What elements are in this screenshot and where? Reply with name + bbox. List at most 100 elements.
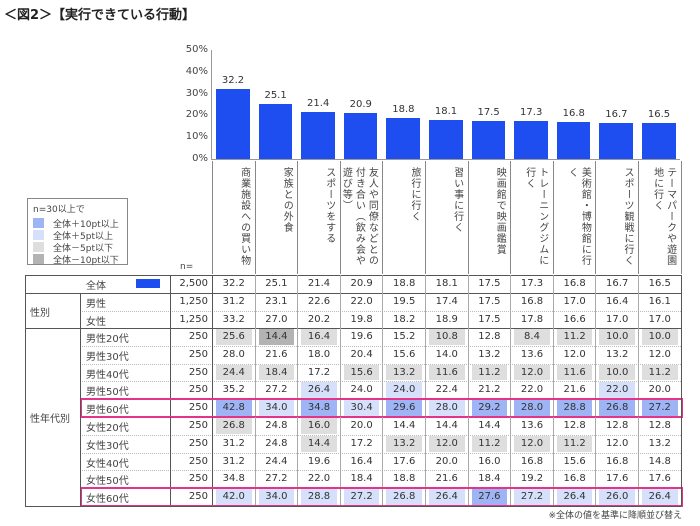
table-cell: 26.4 [552,488,596,506]
table-cell: 12.0 [425,434,468,453]
legend-item: 全体＋10pt以上 [33,217,122,230]
table-cell: 20.4 [339,345,383,364]
category-label: 家族との外食 [254,161,298,274]
table-cell: 25.6 [212,328,255,346]
table-cell: 29.2 [467,399,511,417]
table-cell: 16.0 [297,417,340,435]
table-cell: 16.8 [510,452,553,471]
row-label: 女性40代 [86,458,129,470]
category-label: 友人や同僚などとの付き合い（飲み会や遊び等） [339,161,383,274]
y-tick-label: 40% [185,65,208,77]
row-label: 女性 [86,316,106,328]
bar [514,121,548,159]
table-cell: 27.6 [467,488,511,506]
table-cell: 17.3 [510,275,553,293]
table-cell: 14.4 [382,417,425,435]
table-cell: 10.8 [425,328,468,346]
table-cell: 26.8 [382,488,425,506]
table-cell: 33.2 [212,310,255,328]
table-cell: 24.0 [382,381,425,400]
row-n: 1,250 [170,310,212,328]
y-tick-label: 0% [192,153,208,164]
table-cell: 10.0 [595,363,638,382]
bar-color-swatch [136,279,160,288]
table-row: 男性50代 250 35.2 27.2 26.4 24.0 24.0 22.4 21.2 22.0… [0,381,700,400]
table-cell: 26.4 [638,488,681,506]
table-cell: 31.2 [212,452,255,471]
row-label: 女性20代 [86,423,129,434]
table-cell: 12.8 [638,417,681,435]
bar-value-label: 17.3 [520,107,543,119]
legend-item: 全体＋5pt以上 [33,229,122,242]
table-cell: 18.4 [339,470,383,489]
table-cell: 19.8 [339,310,383,328]
row-label: 女性50代 [86,476,129,488]
table-cell: 15.6 [552,452,596,471]
row-divider [80,381,681,383]
bar [258,104,293,159]
bar-value-label: 25.1 [264,90,287,102]
table-cell: 42.8 [212,399,255,417]
table-cell: 20.2 [297,310,340,328]
table-cell: 21.4 [297,275,340,293]
row-n: 250 [170,399,212,417]
table-cell: 21.6 [425,470,468,489]
row-label: 女性30代 [86,440,129,452]
category-label: 美術館・博物館に行く [552,161,596,274]
bar [556,122,591,159]
table-cell: 11.2 [638,363,681,382]
row-divider [80,363,681,365]
y-tick-label: 20% [185,109,208,121]
table-cell: 17.6 [638,470,681,489]
row-n: 250 [170,381,212,400]
table-cell: 27.2 [339,488,383,506]
table-left-border [25,275,26,506]
bar-value-label: 21.4 [307,98,330,110]
table-cell: 16.4 [595,293,638,311]
row-n: 250 [170,434,212,453]
row-divider [80,470,681,472]
table-cell: 18.4 [254,363,298,382]
row-label: 男性40代 [86,369,129,381]
table-cell: 28.8 [552,399,596,417]
table-cell: 19.6 [339,328,383,346]
table-cell: 16.8 [510,293,553,311]
table-cell: 16.8 [552,470,596,489]
legend-swatch [33,242,44,252]
table-cell: 12.0 [595,434,638,453]
row-divider [80,345,681,347]
highlight-box [80,398,683,418]
table-cell: 17.5 [467,293,511,311]
legend-swatch [33,230,44,240]
table-cell: 22.0 [595,381,638,400]
legend-label: 全体＋10pt以上 [53,219,119,230]
table-cell: 22.0 [510,381,553,400]
row-n: 250 [170,363,212,382]
table-row: 女性20代 250 26.8 24.8 16.0 20.0 14.4 14.4 14.4 13.6… [0,417,700,435]
table-cell: 12.0 [510,434,553,453]
bar [599,122,633,159]
row-divider [80,434,681,436]
group-divider [25,506,681,507]
row-label: 女性60代 [86,494,129,506]
table-cell: 27.2 [254,470,298,489]
group-inner-border [80,328,81,506]
table-cell: 24.8 [254,434,298,453]
row-n: 2,500 [170,275,212,293]
table-cell: 13.2 [382,434,425,453]
table-cell: 16.5 [638,275,681,293]
table-cell: 18.1 [425,275,468,293]
row-n: 250 [170,452,212,471]
row-n: 250 [170,417,212,435]
table-cell: 21.2 [467,381,511,400]
row-label: 男性20代 [86,334,129,345]
table-cell: 11.2 [467,363,511,382]
table-cell: 17.0 [552,293,596,311]
table-cell: 26.4 [425,488,468,506]
table-cell: 10.0 [595,328,638,346]
table-cell: 27.2 [638,399,681,417]
table-row: 女性 1,250 33.2 27.0 20.2 19.8 18.2 18.9 17.5 17.8 1… [0,310,700,328]
table-cell: 11.6 [552,363,596,382]
y-tick-label: 10% [185,131,208,143]
table-cell: 17.2 [339,434,383,453]
